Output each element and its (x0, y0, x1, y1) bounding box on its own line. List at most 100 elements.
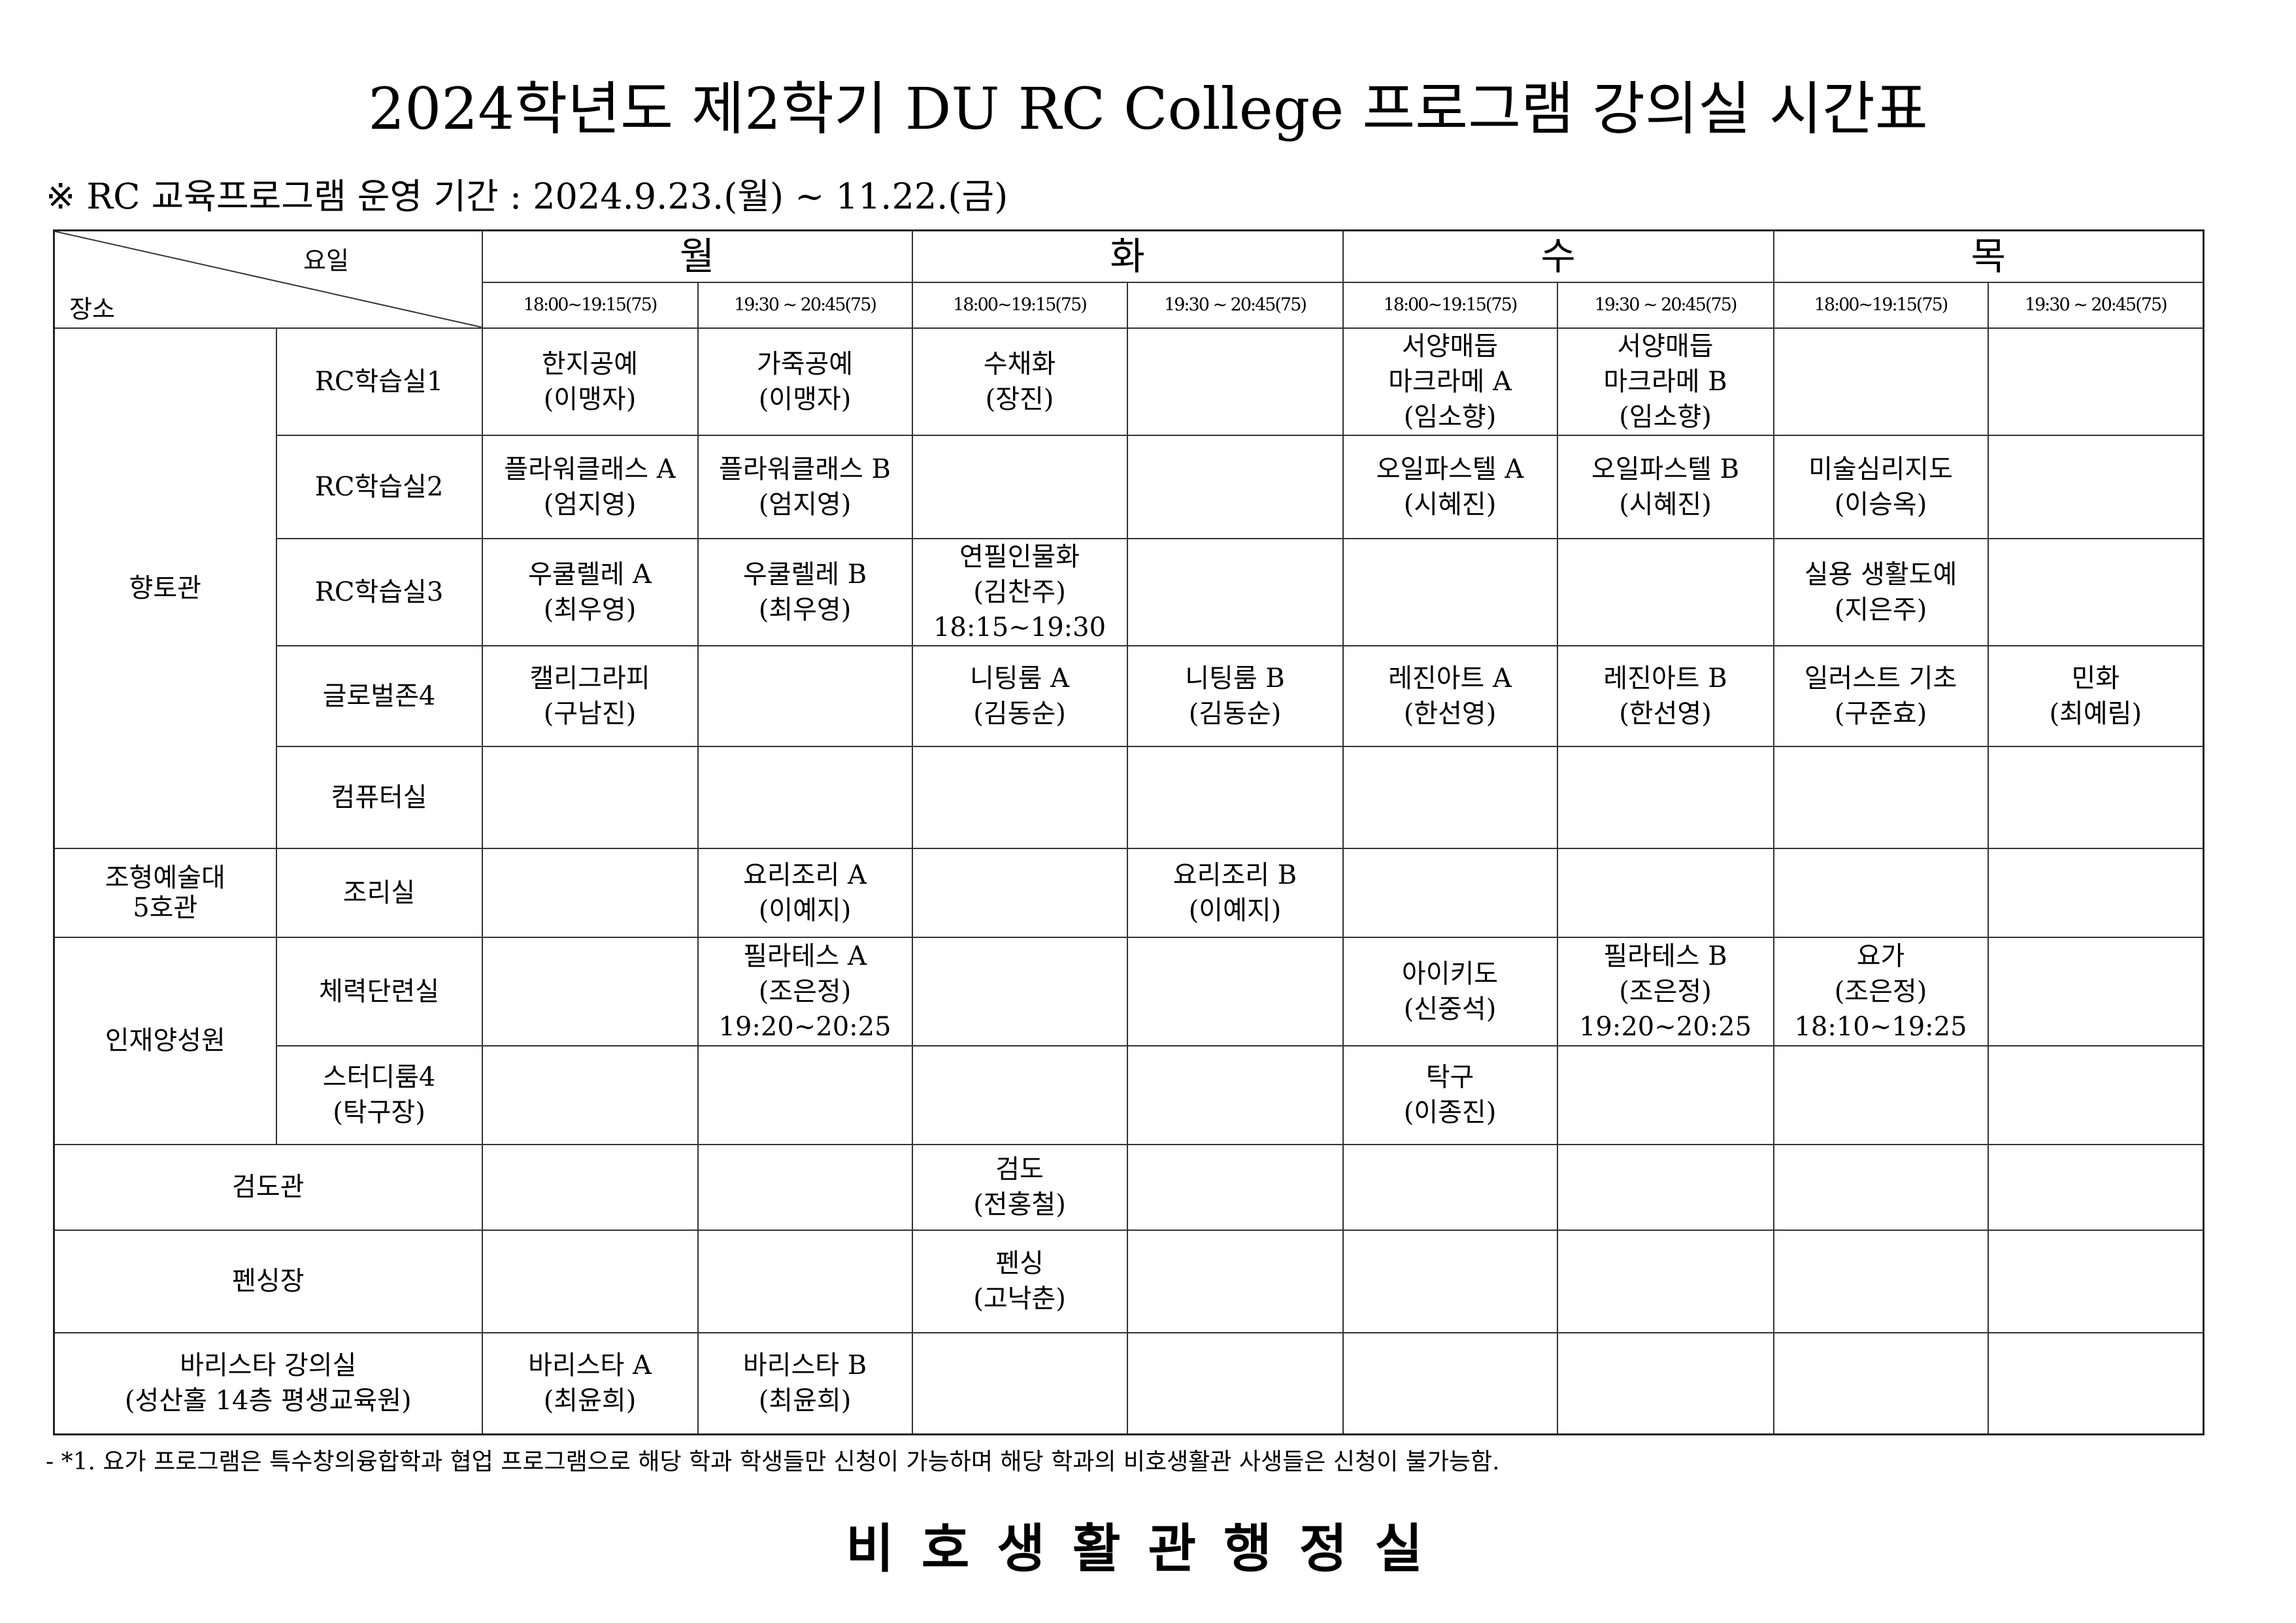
cell-line: (성산홀 14층 평생교육원) (124, 1386, 412, 1416)
cell-line: 요가 (1856, 941, 1905, 971)
cell-line: 요리조리 B (1173, 860, 1297, 890)
program-cell: 한지공예 (이맹자) (481, 327, 699, 436)
program-cell (1126, 1143, 1344, 1231)
day-header-row: 요일 장소 월 화 수 목 (53, 229, 2204, 329)
program-cell: 우쿨렐레 B (최우영) (697, 537, 913, 646)
room-cell: RC학습실1 (275, 327, 483, 436)
cell-line: (이예지) (1188, 895, 1282, 926)
table-row: 스터디룸4 (탁구장) 탁구 (이종진) (54, 1045, 2204, 1145)
cell-line: 바리스타 B (742, 1350, 867, 1381)
program-cell (1342, 1229, 1558, 1333)
cell-line: 서양매듭 (1617, 331, 1714, 361)
cell-line: (장진) (985, 384, 1054, 414)
cell-line: (임소향) (1619, 401, 1712, 432)
program-cell (911, 745, 1128, 849)
program-cell (1556, 1045, 1774, 1145)
cell-line: 한지공예 (541, 348, 639, 379)
program-cell: 바리스타 A (최윤희) (481, 1331, 699, 1435)
diagonal-divider (55, 231, 482, 327)
program-cell: 레진아트 B (한선영) (1556, 644, 1774, 747)
cell-line: 요리조리 A (743, 860, 867, 890)
cell-line: 컴퓨터실 (331, 782, 427, 812)
cell-line: (이맹자) (543, 384, 637, 414)
program-cell (1772, 847, 1989, 938)
cell-line: 플라워클래스 A (504, 454, 676, 484)
program-cell: 플라워클래스 A (엄지영) (481, 434, 699, 539)
program-cell (1126, 434, 1344, 539)
program-cell: 요가 (조은정) 18:10~19:25 (1772, 936, 1989, 1046)
program-cell: 민화 (최예림) (1987, 644, 2204, 747)
cell-line: (고낙춘) (973, 1284, 1066, 1314)
program-cell: 오일파스텔 A (시혜진) (1342, 434, 1558, 539)
cell-line: 바리스타 A (528, 1350, 652, 1381)
program-cell (911, 1331, 1128, 1435)
room-cell: 조리실 (275, 847, 483, 938)
cell-line: 아이키도 (1401, 958, 1499, 989)
cell-line: 스터디룸4 (322, 1062, 436, 1092)
cell-line: (엄지영) (543, 489, 637, 520)
cell-line: (최예림) (2049, 698, 2142, 729)
cell-line: 마크라메 A (1388, 366, 1512, 397)
table-row: 조형예술대 5호관 조리실 요리조리 A (이예지) 요리조리 B (이예지) (53, 847, 2204, 938)
table-row: 펜싱장 펜싱 (고낙춘) (53, 1229, 2204, 1333)
time-slot: 19:30 ~ 20:45(75) (1126, 281, 1344, 329)
building-cell: 향토관 (53, 327, 277, 849)
program-cell (1126, 936, 1344, 1046)
room-cell: RC학습실3 (275, 537, 483, 646)
time-slot: 18:00~19:15(75) (911, 281, 1128, 329)
cell-line: (김찬주) (973, 577, 1066, 607)
timetable: 요일 장소 월 화 수 목 18:00~19:15(75) 19:30 ~ 20… (53, 229, 2204, 1435)
program-cell (697, 644, 913, 747)
cell-line: 19:20~20:25 (1578, 1011, 1752, 1042)
cell-line: 미술심리지도 (1808, 454, 1953, 484)
cell-line: (김동순) (973, 698, 1066, 729)
cell-line: 니팅룸 B (1185, 663, 1285, 694)
program-cell (1126, 537, 1344, 646)
program-cell: 요리조리 A (이예지) (697, 847, 913, 938)
cell-line: (김동순) (1188, 698, 1282, 729)
cell-line: RC학습실1 (314, 366, 444, 397)
program-cell: 서양매듭 마크라메 A (임소향) (1342, 327, 1558, 436)
program-cell: 실용 생활도예 (지은주) (1772, 537, 1989, 646)
cell-line: (신중석) (1403, 994, 1497, 1024)
day-wednesday: 수 (1342, 229, 1774, 283)
program-cell: 미술심리지도 (이승옥) (1772, 434, 1989, 539)
program-cell: 캘리그라피 (구남진) (481, 644, 699, 747)
program-cell: 오일파스텔 B (시혜진) (1556, 434, 1774, 539)
program-cell: 수채화 (장진) (911, 327, 1128, 436)
time-header-row: 18:00~19:15(75) 19:30 ~ 20:45(75) 18:00~… (54, 281, 2204, 329)
time-slot: 19:30 ~ 20:45(75) (697, 281, 913, 329)
program-cell: 플라워클래스 B (엄지영) (697, 434, 913, 539)
time-slot: 19:30 ~ 20:45(75) (1987, 281, 2204, 329)
program-cell: 바리스타 B (최윤희) (697, 1331, 913, 1435)
cell-line: (임소향) (1403, 401, 1497, 432)
day-monday: 월 (481, 229, 913, 283)
day-tuesday: 화 (911, 229, 1344, 283)
table-row: 컴퓨터실 (54, 745, 2204, 849)
cell-line: (최윤희) (758, 1386, 852, 1416)
program-cell (697, 745, 913, 849)
table-row: 바리스타 강의실 (성산홀 14층 평생교육원) 바리스타 A (최윤희) 바리스타 B… (53, 1331, 2204, 1435)
program-cell (1126, 745, 1344, 849)
cell-line: 실용 생활도예 (1804, 559, 1957, 590)
program-cell (1342, 537, 1558, 646)
building-cell: 인재양성원 (53, 936, 277, 1145)
cell-line: (최우영) (543, 594, 637, 625)
program-cell (1987, 434, 2204, 539)
program-cell (1126, 327, 1344, 436)
room-cell: 스터디룸4 (탁구장) (275, 1045, 483, 1145)
building-cell: 조형예술대 5호관 (53, 847, 277, 938)
table-row: RC학습실2 플라워클래스 A (엄지영) 플라워클래스 B (엄지영) 오일파스텔 A (… (54, 434, 2204, 539)
program-cell (1556, 745, 1774, 849)
cell-line: 일러스트 기초 (1804, 663, 1957, 694)
program-cell (697, 1045, 913, 1145)
program-cell (911, 434, 1128, 539)
cell-line: 바리스타 강의실 (180, 1350, 357, 1381)
cell-line: 오일파스텔 B (1591, 454, 1740, 484)
cell-line: 수채화 (983, 348, 1056, 379)
time-slot: 18:00~19:15(75) (1772, 281, 1989, 329)
cell-line: (조은정) (758, 976, 852, 1007)
table-row: 향토관 RC학습실1 한지공예 (이맹자) 가죽공예 (이맹자) 수채화 (장진) 서양매듭 마크… (53, 327, 2204, 849)
program-cell: 탁구 (이종진) (1342, 1045, 1558, 1145)
cell-line: (최윤희) (543, 1386, 637, 1416)
